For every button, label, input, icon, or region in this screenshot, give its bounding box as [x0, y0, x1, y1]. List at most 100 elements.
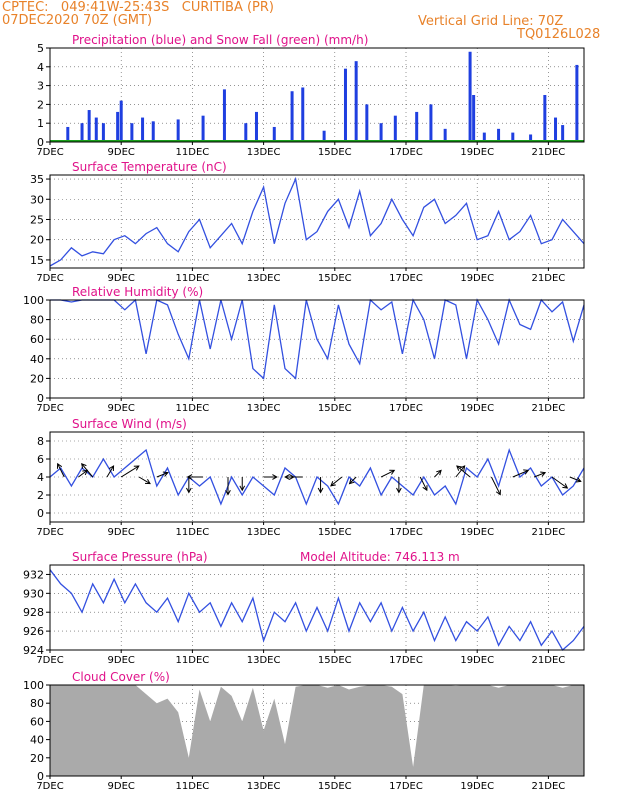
- panel-title: Surface Temperature (nC): [72, 160, 227, 174]
- panel-2: 0 20 40 60 80 100 7DEC 9DEC 11DEC 13DEC 15DEC 17DEC…: [23, 285, 585, 414]
- precipitation-bar: [290, 91, 294, 142]
- series-line: [49, 448, 585, 506]
- precipitation-bar: [119, 100, 123, 142]
- wind-arrow-head: [81, 462, 87, 469]
- wind-arrow-head: [56, 462, 63, 469]
- precipitation-bar: [554, 117, 558, 142]
- series-line: [49, 176, 585, 267]
- x-tick-label: 19DEC: [460, 273, 494, 284]
- precipitation-bar: [201, 115, 205, 142]
- wind-arrow-head: [144, 479, 151, 485]
- x-tick-label: 11DEC: [176, 403, 210, 414]
- wind-arrow-head: [317, 487, 324, 494]
- x-tick-label: 7DEC: [36, 273, 63, 284]
- model-code: TQ0126L028: [517, 27, 601, 42]
- wind-arrow: [156, 472, 168, 478]
- y-tick-label: 2: [37, 489, 44, 502]
- panel-frame: [49, 299, 585, 399]
- x-tick-label: 19DEC: [460, 403, 494, 414]
- wind-arrow: [349, 476, 357, 484]
- x-tick-label: 19DEC: [460, 527, 494, 538]
- precipitation-bar: [497, 128, 501, 142]
- y-tick-label: 4: [37, 61, 44, 74]
- panel-title: Cloud Cover (%): [72, 670, 170, 684]
- y-tick-label: 20: [30, 234, 44, 247]
- wind-arrow-head: [348, 478, 355, 485]
- x-tick-label: 7DEC: [36, 403, 63, 414]
- x-tick-label: 13DEC: [247, 273, 281, 284]
- wind-arrow-head: [436, 469, 442, 476]
- precipitation-bar: [80, 123, 84, 142]
- y-tick-label: 0: [37, 136, 44, 149]
- x-tick-label: 15DEC: [318, 781, 352, 792]
- precipitation-bar: [561, 125, 565, 142]
- x-tick-label: 9DEC: [108, 781, 135, 792]
- precipitation-bar: [429, 104, 433, 142]
- x-tick-label: 17DEC: [389, 147, 423, 158]
- x-tick-label: 11DEC: [176, 147, 210, 158]
- panel-title: Surface Wind (m/s): [72, 417, 187, 431]
- precipitation-bar: [511, 132, 515, 142]
- panel-3: 0 2 4 6 8 7DEC 9DEC 11DEC 13DEC 15DEC 17DEC 19DEC 21…: [36, 417, 585, 538]
- x-tick-label: 15DEC: [318, 273, 352, 284]
- y-tick-label: 0: [37, 507, 44, 520]
- wind-arrow-head: [396, 487, 402, 494]
- wind-arrow-head: [272, 474, 278, 480]
- station-header: CPTEC: 049:41W-25:43S CURITIBA (PR): [2, 0, 274, 15]
- precipitation-bar: [130, 123, 134, 142]
- x-tick-label: 11DEC: [176, 655, 210, 666]
- precipitation-bar: [543, 95, 547, 142]
- run-time-header: 07DEC2020 70Z (GMT): [2, 13, 153, 28]
- y-tick-label: 5: [37, 42, 44, 55]
- panel-title: Surface Pressure (hPa): [72, 550, 208, 564]
- precipitation-bar: [222, 89, 226, 142]
- y-tick-label: 0: [37, 770, 44, 783]
- panel-0: 0 1 2 3 4 5 7DEC 9DEC 11DEC 13DEC 15DEC 17DEC 19DEC 2…: [36, 33, 585, 158]
- wind-arrow-head: [523, 469, 530, 475]
- precipitation-bar: [244, 123, 248, 142]
- x-tick-label: 21DEC: [532, 403, 566, 414]
- wind-arrow: [455, 465, 466, 478]
- precipitation-bar: [393, 115, 397, 142]
- precipitation-bar: [176, 119, 180, 142]
- wind-arrow: [456, 465, 471, 478]
- wind-arrow: [81, 463, 94, 478]
- panel-frame: [49, 564, 585, 651]
- precipitation-bar: [343, 68, 347, 142]
- x-tick-label: 9DEC: [108, 655, 135, 666]
- y-tick-label: 8: [37, 435, 44, 448]
- wind-arrow: [57, 463, 65, 478]
- y-tick-label: 15: [30, 254, 44, 267]
- y-tick-label: 924: [23, 644, 44, 657]
- y-tick-label: 20: [30, 752, 44, 765]
- x-tick-label: 15DEC: [318, 655, 352, 666]
- y-tick-label: 1: [37, 117, 44, 130]
- wind-arrow-head: [422, 485, 428, 492]
- precipitation-bar: [301, 87, 305, 142]
- y-tick-label: 928: [23, 606, 44, 619]
- panel-1: 15 20 25 30 35 7DEC 9DEC 11DEC 13DEC 15DEC 17DEC 19…: [30, 160, 585, 284]
- series-line: [50, 297, 585, 380]
- x-tick-label: 9DEC: [108, 273, 135, 284]
- wind-arrow: [78, 469, 88, 478]
- x-tick-label: 17DEC: [389, 655, 423, 666]
- x-tick-label: 11DEC: [176, 781, 210, 792]
- x-tick-label: 11DEC: [176, 527, 210, 538]
- wind-arrow-head: [133, 465, 140, 471]
- y-tick-label: 930: [23, 587, 44, 600]
- wind-arrow: [551, 476, 568, 489]
- wind-arrow: [330, 476, 343, 487]
- wind-arrow-head: [108, 465, 115, 472]
- y-tick-label: 3: [37, 80, 44, 93]
- x-tick-label: 19DEC: [460, 147, 494, 158]
- wind-arrow: [138, 476, 151, 485]
- grid-line-note: Vertical Grid Line: 70Z: [418, 14, 564, 29]
- y-tick-label: 60: [30, 715, 44, 728]
- x-tick-label: 9DEC: [108, 403, 135, 414]
- precipitation-bar: [529, 134, 533, 142]
- precipitation-bar: [575, 64, 579, 142]
- precipitation-bar: [482, 132, 486, 142]
- wind-arrow: [380, 469, 395, 478]
- y-tick-label: 6: [37, 453, 44, 466]
